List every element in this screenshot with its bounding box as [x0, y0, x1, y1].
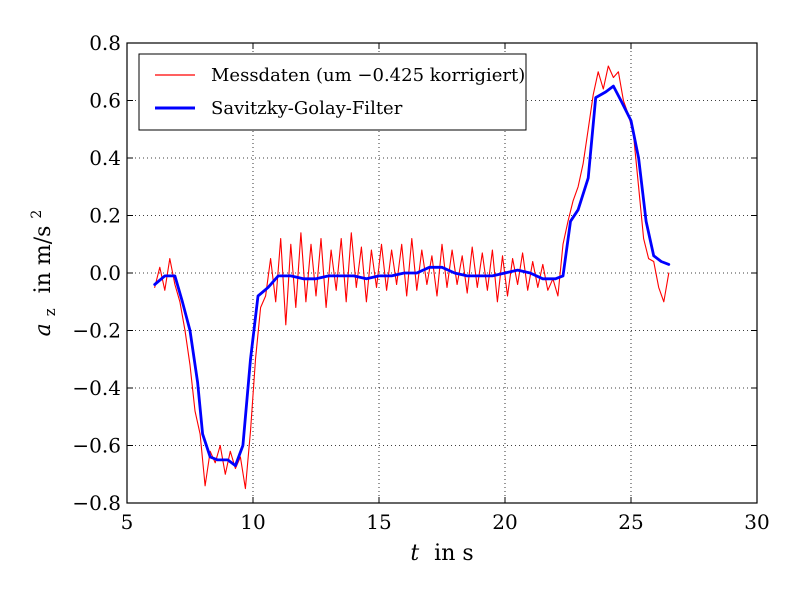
series-line-measured: [154, 65, 670, 490]
y-tick-label: −0.4: [72, 376, 121, 400]
series-layer: [153, 65, 671, 490]
legend: Messdaten (um −0.425 korrigiert) Savitzk…: [138, 53, 527, 131]
legend-box: [138, 53, 527, 131]
y-axis-label-sub: z: [41, 308, 59, 316]
legend-label-measured: Messdaten (um −0.425 korrigiert): [211, 65, 525, 86]
y-axis-label-unit: in m/s: [31, 226, 56, 294]
y-axis-label-sup: 2: [29, 210, 45, 219]
y-tick-label: −0.8: [72, 491, 121, 515]
y-tick-label: −0.2: [72, 319, 121, 343]
series-line-filtered: [153, 84, 671, 468]
x-tick-label: 5: [121, 510, 134, 534]
y-tick-label: 0.6: [89, 89, 121, 113]
y-tick-label: 0.4: [89, 146, 121, 170]
y-tick-label: 0.2: [89, 204, 121, 228]
x-tick-label: 30: [744, 510, 769, 534]
x-tick-label: 10: [240, 510, 265, 534]
y-tick-label: 0.8: [89, 31, 121, 55]
tick-labels: 5 10 15 20 25 30 −0.8 −0.6 −0.4 −0.2 0.0 0.2 0.4 0.6 0…: [72, 31, 769, 534]
y-tick-label: 0.0: [89, 261, 121, 285]
x-axis-label: t in s: [410, 541, 473, 566]
y-tick-label: −0.6: [72, 434, 121, 458]
x-tick-label: 25: [618, 510, 643, 534]
y-axis-label-var: a: [31, 323, 56, 336]
y-axis-label: a z in m/s 2: [29, 210, 61, 337]
legend-label-filtered: Savitzky-Golay-Filter: [211, 98, 403, 119]
x-axis-label-unit: in s: [434, 541, 474, 566]
x-tick-label: 15: [366, 510, 391, 534]
ticks: [126, 42, 758, 504]
x-tick-label: 20: [492, 510, 517, 534]
x-axis-label-var: t: [410, 541, 419, 566]
